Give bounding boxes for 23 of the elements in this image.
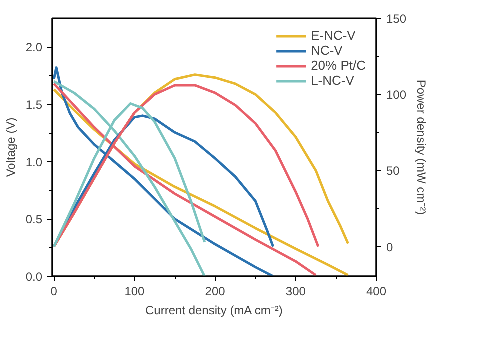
legend-label: L-NC-V bbox=[311, 73, 354, 88]
line-series bbox=[52, 66, 275, 276]
x-tick-label: 400 bbox=[366, 284, 387, 298]
legend-label: NC-V bbox=[311, 43, 343, 58]
x-tick-label: 0 bbox=[50, 284, 58, 298]
y-tick-label: 0.5 bbox=[26, 212, 43, 227]
y-tick-label: 0.0 bbox=[26, 270, 43, 284]
y2-axis-title: Power density (mW cm⁻²) bbox=[414, 80, 429, 216]
y2-tick-label: 50 bbox=[386, 164, 400, 178]
y-tick-label: 1.5 bbox=[26, 98, 43, 112]
y-tick-label: 1.0 bbox=[26, 155, 43, 170]
line-series bbox=[52, 80, 206, 276]
y2-tick-label: 0 bbox=[386, 240, 394, 254]
legend-label: 20% Pt/C bbox=[311, 58, 366, 73]
y-axis-title: Voltage (V) bbox=[4, 118, 18, 178]
legend-label: E-NC-V bbox=[311, 28, 356, 43]
y2-tick-label: 150 bbox=[386, 12, 407, 26]
y2-tick-label: 100 bbox=[386, 88, 407, 102]
y-tick-label: 2.0 bbox=[26, 40, 43, 55]
x-axis-title: Current density (mA cm⁻²) bbox=[145, 304, 283, 318]
x-tick-label: 200 bbox=[205, 284, 226, 298]
x-tick-label: 100 bbox=[124, 284, 146, 298]
x-tick-label: 300 bbox=[286, 284, 306, 298]
